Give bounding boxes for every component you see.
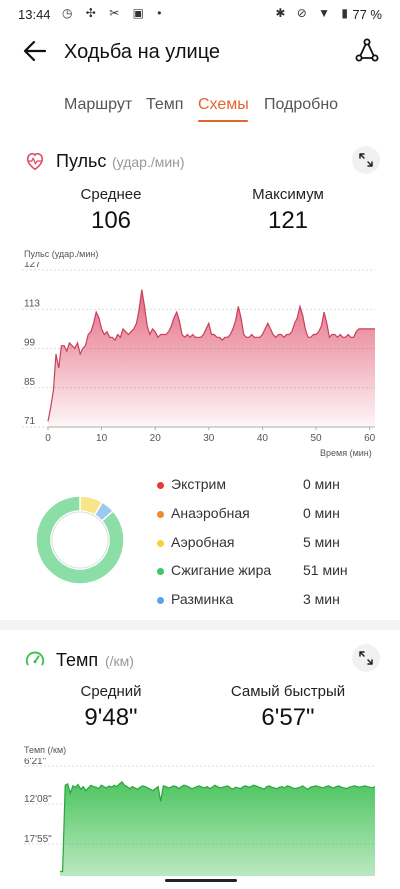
zone-name: Разминка	[171, 591, 234, 607]
donut-hole	[51, 511, 109, 569]
pace-area	[60, 781, 375, 876]
pulse-line	[47, 289, 375, 422]
pulse-avg-value: 106	[90, 207, 132, 234]
page-title: Ходьба на улице	[64, 41, 221, 63]
zone-name: Экстрим	[171, 476, 226, 492]
pulse-unit: (удар./мин)	[112, 154, 185, 170]
zone-slice	[35, 495, 125, 585]
back-arrow-icon[interactable]	[22, 38, 48, 64]
y-tick-label: 85	[24, 377, 36, 388]
zone-dot	[157, 482, 164, 489]
pulse-chart: 127 113 99 85 71 0 10 20 30 40 50 60	[22, 262, 376, 444]
home-indicator	[165, 879, 237, 882]
speedometer-icon	[25, 651, 45, 666]
x-tick-label: 40	[257, 433, 269, 444]
x-tick-label: 60	[364, 433, 376, 444]
expand-icon	[359, 651, 373, 665]
pace-chart-ylabel: Темп (/км)	[24, 745, 67, 755]
x-tick-label: 10	[96, 433, 108, 444]
zone-name: Аэробная	[171, 534, 235, 550]
pulse-area	[48, 289, 375, 427]
tab-details[interactable]: Подробно	[264, 96, 339, 113]
pulse-section: Пульс (удар./мин) Среднее 106 Максимум 1…	[0, 146, 400, 616]
pulse-avg-label: Среднее	[80, 186, 142, 203]
pace-expand-button[interactable]	[352, 644, 380, 672]
tab-pace[interactable]: Темп	[146, 96, 184, 113]
zone-dot	[157, 540, 164, 547]
section-divider	[0, 620, 400, 630]
zone-legend: Экстрим 0 мин Анаэробная 0 мин Аэробная …	[157, 476, 387, 616]
pulse-chart-xlabel: Время (мин)	[320, 448, 372, 458]
zone-time: 5 мин	[303, 534, 340, 550]
tab-route[interactable]: Маршрут	[64, 96, 133, 113]
pace-avg-value: 9'48"	[84, 704, 138, 731]
pulse-max-value: 121	[267, 207, 309, 234]
pace-section: Темп (/км) Средний 9'48" Самый быстрый 6…	[0, 644, 400, 889]
x-tick-label: 30	[203, 433, 215, 444]
system-icons: ✱ ⊘ ▼ ▮	[275, 6, 352, 20]
pace-best-value: 6'57"	[261, 704, 315, 731]
expand-icon	[359, 153, 373, 167]
y-tick-label: 127	[24, 262, 41, 270]
y-tick-label: 71	[24, 416, 36, 427]
route-icon[interactable]	[354, 38, 380, 64]
zone-dot	[157, 511, 164, 518]
x-tick-label: 20	[150, 433, 162, 444]
pulse-max-label: Максимум	[252, 186, 324, 203]
pace-line	[60, 780, 376, 873]
pulse-title: Пульс	[56, 151, 107, 171]
zone-time: 3 мин	[303, 591, 340, 607]
zone-name: Сжигание жира	[171, 562, 272, 578]
pulse-chart-ylabel: Пульс (удар./мин)	[24, 249, 99, 259]
heart-icon	[26, 152, 44, 171]
zone-time: 51 мин	[303, 562, 348, 578]
y-tick-label: 6'21"	[24, 758, 47, 767]
notification-icons: ◷ ✣ ✂ ▣ •	[62, 6, 167, 20]
x-tick-label: 0	[45, 433, 51, 444]
pulse-expand-button[interactable]	[352, 146, 380, 174]
battery-level: 77 %	[352, 7, 382, 22]
tab-active-indicator	[198, 120, 248, 122]
zone-time: 0 мин	[303, 505, 340, 521]
pace-best-label: Самый быстрый	[230, 683, 346, 700]
pace-title: Темп	[56, 650, 99, 670]
y-tick-label: 113	[24, 298, 40, 309]
app-bar: Ходьба на улице	[0, 28, 400, 76]
tab-charts[interactable]: Схемы	[198, 96, 249, 113]
y-tick-label: 17'55"	[24, 834, 52, 845]
pace-unit: (/км)	[105, 653, 134, 669]
zone-time: 0 мин	[303, 476, 340, 492]
x-tick-label: 50	[310, 433, 322, 444]
y-tick-label: 12'08"	[24, 794, 52, 805]
status-time: 13:44	[18, 7, 51, 22]
zone-donut	[35, 495, 125, 585]
pace-avg-label: Средний	[80, 683, 142, 700]
zone-dot	[157, 568, 164, 575]
zone-name: Анаэробная	[171, 505, 250, 521]
zone-dot	[157, 597, 164, 604]
tab-bar: Маршрут Темп Схемы Подробно	[0, 96, 400, 126]
pace-chart: 6'21" 12'08" 17'55"	[24, 758, 376, 876]
y-tick-label: 99	[24, 338, 36, 349]
status-bar: 13:44 ◷ ✣ ✂ ▣ • ✱ ⊘ ▼ ▮ 77 %	[0, 0, 400, 28]
